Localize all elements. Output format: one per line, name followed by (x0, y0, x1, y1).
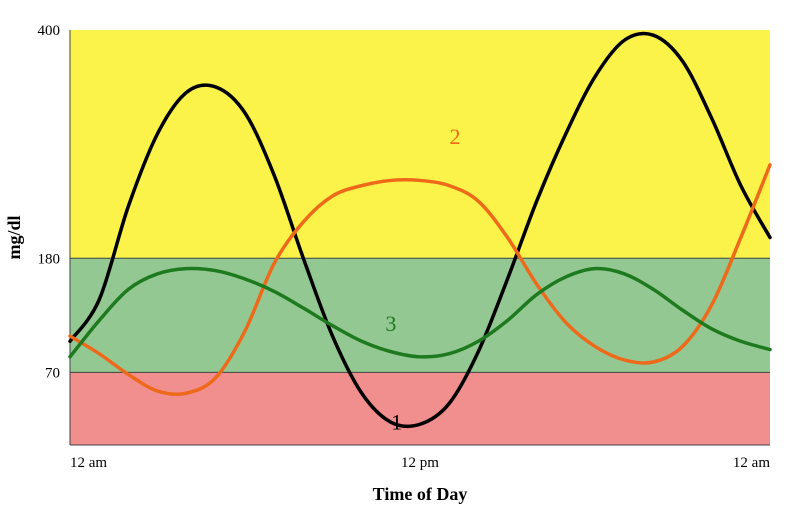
series-label-2: 2 (450, 124, 461, 149)
series-label-1: 1 (391, 409, 402, 434)
glucose-chart: 1 2 3 70 180 400 mg/dl 12 am 12 pm 12 am Time of D… (0, 0, 800, 530)
zone-band (70, 372, 770, 445)
zone-band (70, 30, 770, 258)
y-tick-label: 400 (38, 23, 61, 39)
y-tick-label: 180 (38, 251, 61, 267)
x-tick-label: 12 pm (401, 455, 439, 471)
x-tick-label: 12 am (70, 455, 107, 471)
y-tick-label: 70 (45, 365, 60, 381)
series-label-3: 3 (385, 311, 396, 336)
chart-svg: 1 2 3 70 180 400 mg/dl 12 am 12 pm 12 am Time of D… (0, 0, 800, 530)
y-axis-label: mg/dl (4, 215, 24, 259)
x-tick-label: 12 am (733, 455, 770, 471)
x-axis-label: Time of Day (373, 484, 468, 504)
